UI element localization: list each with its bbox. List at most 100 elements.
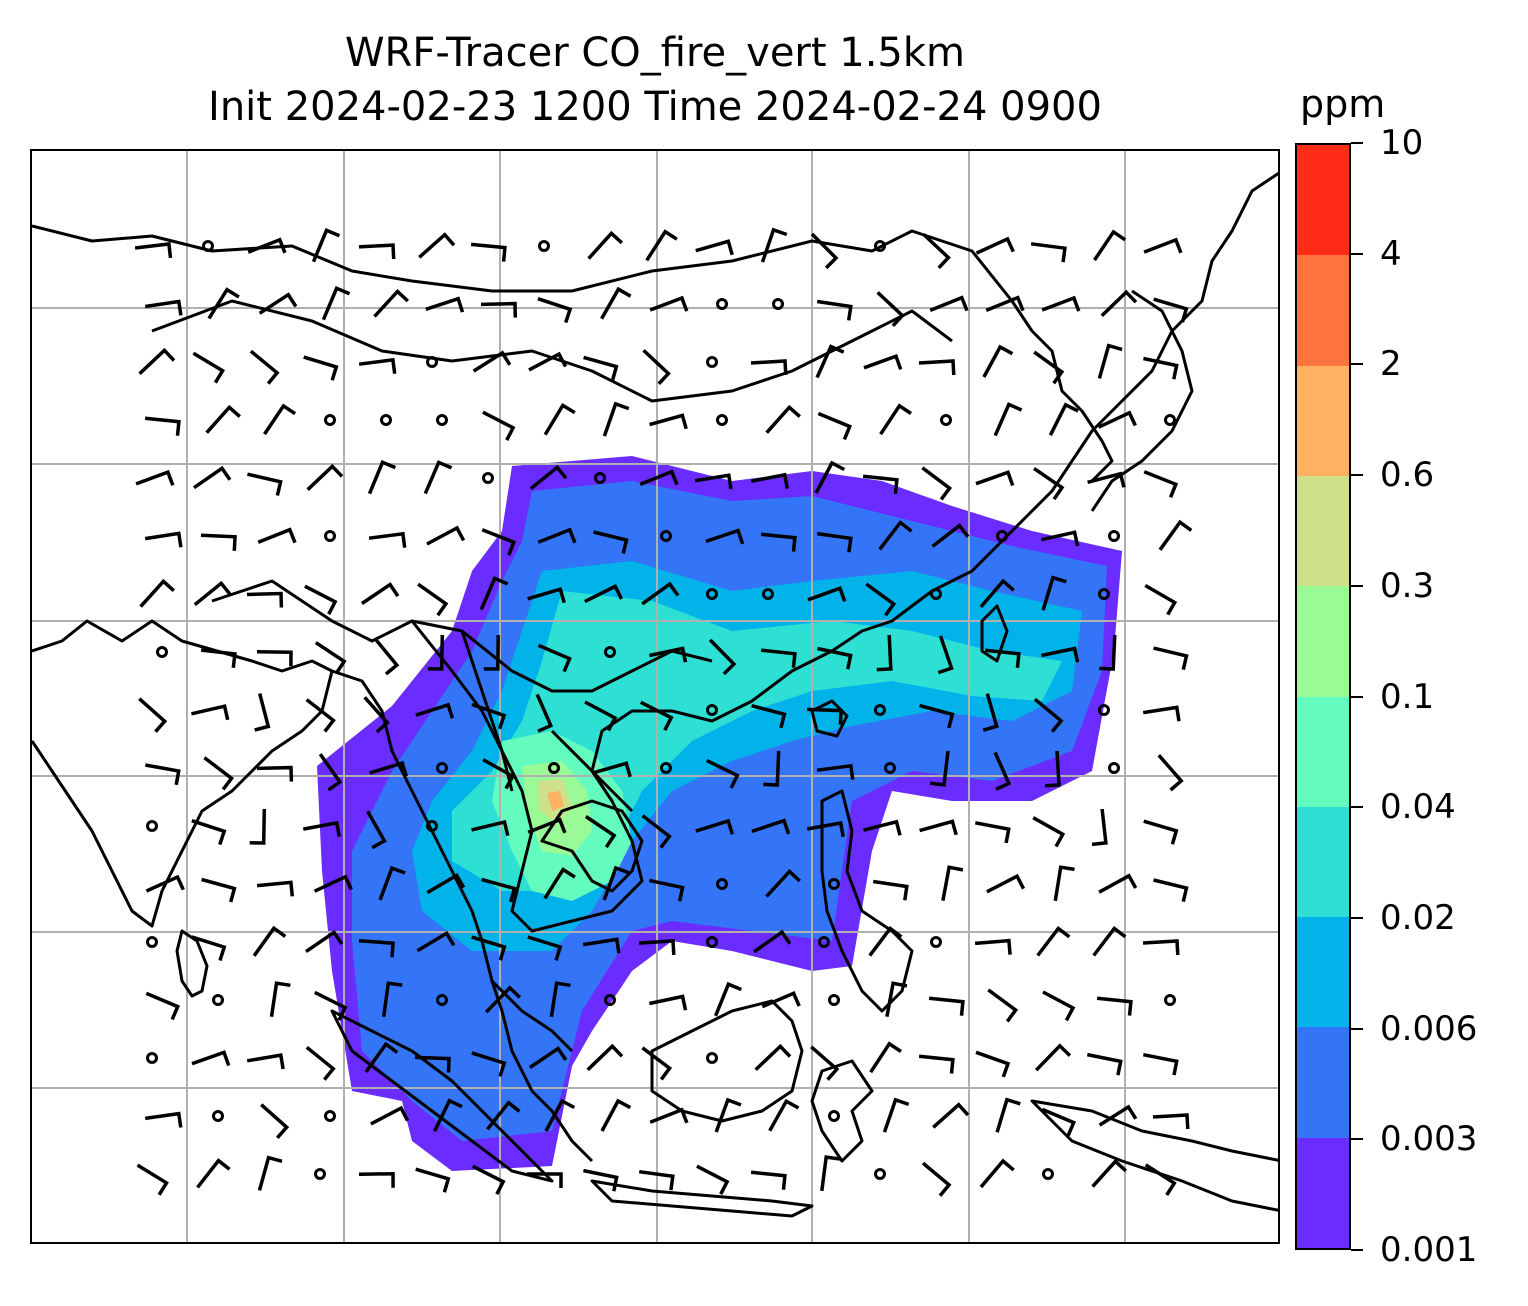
calm-wind-marker — [146, 1052, 158, 1064]
wind-barb — [1030, 242, 1067, 263]
wind-barb — [876, 634, 893, 672]
calm-wind-marker — [716, 878, 728, 890]
calm-wind-marker — [1098, 704, 1110, 716]
wind-barb — [364, 1041, 399, 1073]
wind-barb — [1144, 1163, 1177, 1196]
wind-barb — [705, 759, 740, 789]
wind-barb — [941, 865, 964, 902]
calm-wind-marker — [324, 530, 336, 542]
wind-barb — [1100, 289, 1138, 318]
wind-barb — [649, 413, 688, 430]
calm-wind-marker — [1164, 994, 1176, 1006]
wind-barb — [810, 232, 839, 270]
wind-barb — [1036, 926, 1071, 957]
wind-barb — [549, 981, 571, 1018]
coast-malay-peninsula — [490, 980, 594, 1163]
wind-barb — [641, 814, 672, 849]
wind-barb — [415, 1167, 451, 1193]
wind-barb — [254, 693, 271, 732]
wind-barb — [975, 1050, 1011, 1078]
wind-barb — [750, 1170, 787, 1190]
border-china-south — [211, 579, 713, 693]
wind-barb — [191, 704, 230, 721]
wind-barb — [482, 410, 516, 442]
wind-barb — [872, 879, 909, 901]
wind-barb — [528, 351, 568, 372]
calm-wind-marker — [818, 936, 830, 948]
wind-barb — [1098, 1104, 1138, 1127]
calm-wind-marker — [716, 414, 728, 426]
colorbar-tick-8 — [1351, 363, 1363, 366]
calm-wind-marker — [930, 936, 942, 948]
wind-barb — [136, 1163, 169, 1196]
wind-barb — [986, 873, 1026, 894]
wind-barb — [984, 648, 1021, 668]
wind-barb — [1143, 356, 1179, 380]
wind-barb — [816, 763, 855, 780]
colorbar-segment-7 — [1297, 365, 1349, 476]
calm-wind-marker — [828, 994, 840, 1006]
wind-barb — [144, 299, 183, 316]
wind-barb — [928, 996, 965, 1016]
colorbar-label-3: 0.02 — [1380, 897, 1456, 938]
wind-barb — [1097, 343, 1123, 379]
colorbar-label-9: 4 — [1380, 233, 1402, 274]
wind-barb — [993, 402, 1023, 437]
colorbar-tick-5 — [1351, 695, 1363, 698]
wind-barb — [584, 584, 624, 604]
wind-barb — [931, 523, 970, 548]
wind-barb — [537, 643, 572, 673]
calm-wind-marker — [482, 472, 494, 484]
wind-barb — [258, 292, 298, 315]
wind-barb — [246, 591, 284, 608]
wind-barb — [760, 648, 797, 668]
colorbar-label-1: 0.003 — [1380, 1119, 1478, 1160]
wind-barb — [1153, 878, 1189, 903]
wind-barb — [708, 638, 737, 676]
calm-wind-marker — [604, 994, 616, 1006]
calm-wind-marker — [604, 646, 616, 658]
wind-barb — [695, 818, 735, 835]
wind-barb — [763, 750, 781, 787]
wind-barb — [583, 355, 619, 381]
calm-wind-marker — [436, 994, 448, 1006]
wind-barb — [200, 648, 237, 669]
wind-barb — [1053, 865, 1075, 902]
wind-barb — [196, 1158, 231, 1189]
wind-barb — [1041, 295, 1081, 312]
wind-barb — [638, 1169, 675, 1191]
calm-wind-marker — [1098, 588, 1110, 600]
colorbar-units: ppm — [1300, 82, 1386, 126]
calm-wind-marker — [426, 820, 438, 832]
calm-wind-marker — [314, 1168, 326, 1180]
wind-barb — [753, 929, 792, 954]
wind-barb — [483, 634, 500, 671]
wind-barb — [544, 1098, 576, 1132]
wind-barb — [1093, 229, 1127, 262]
wind-barb — [705, 528, 745, 545]
wind-barb — [863, 819, 902, 836]
wind-barb — [584, 815, 617, 849]
wind-barb — [820, 1155, 841, 1192]
calm-wind-marker — [940, 414, 952, 426]
wind-barb — [993, 751, 1012, 791]
wind-barb — [527, 817, 567, 834]
calm-wind-marker — [548, 762, 560, 774]
wind-barb — [878, 520, 913, 551]
wind-barb — [366, 810, 387, 850]
calm-wind-marker — [874, 240, 886, 252]
wind-barb — [649, 646, 688, 663]
wind-barb — [481, 528, 517, 556]
calm-wind-marker — [762, 588, 774, 600]
colorbar-label-4: 0.04 — [1380, 787, 1456, 828]
wind-barb — [649, 295, 689, 312]
wind-barb — [256, 650, 293, 667]
wind-barb — [470, 242, 507, 262]
wind-barb — [593, 761, 632, 778]
calm-wind-marker — [538, 240, 550, 252]
wind-barb — [260, 1103, 290, 1139]
wind-barb — [1033, 697, 1064, 733]
wind-barb — [929, 295, 969, 313]
wind-barb — [484, 985, 522, 1014]
calm-wind-marker — [930, 588, 942, 600]
